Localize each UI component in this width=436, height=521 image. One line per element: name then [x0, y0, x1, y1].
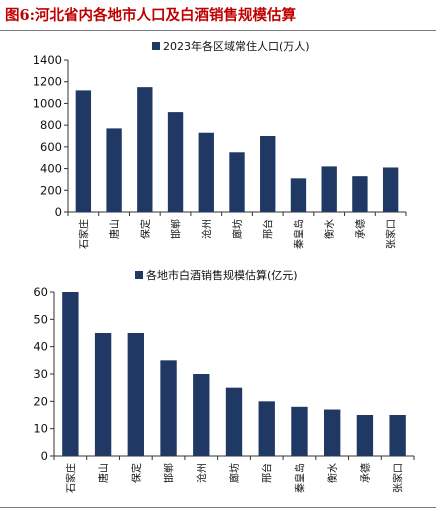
bar-8 [291, 406, 308, 456]
category-label: 沧州 [195, 463, 208, 483]
bar-9 [324, 409, 341, 456]
category-label: 邢台 [261, 463, 274, 483]
y-tick-label: 60 [33, 285, 48, 299]
category-label: 保定 [139, 219, 152, 239]
category-label: 秦皇岛 [292, 219, 305, 249]
category-label: 邯郸 [170, 219, 183, 239]
bar-10 [352, 176, 368, 212]
liquor-sales-chart: 各地市白酒销售规模估算(亿元) 0 10 20 30 40 50 60 石家庄 唐山 保定 邯郸 沧州廊… [33, 268, 415, 493]
legend-swatch [135, 271, 143, 279]
bar-4 [160, 360, 177, 456]
category-label: 沧州 [200, 219, 213, 239]
bar-1 [75, 90, 92, 212]
y-tick-label: 600 [40, 140, 62, 154]
bar-9 [321, 166, 337, 212]
y-tick-label: 200 [40, 183, 62, 197]
y-tick-label: 1000 [33, 96, 62, 110]
category-label: 保定 [130, 463, 143, 483]
bar-6 [229, 152, 245, 212]
bottom-rule [0, 507, 436, 508]
y-tick-label: 800 [40, 118, 62, 132]
category-label: 承德 [359, 463, 372, 483]
category-label: 邯郸 [163, 463, 176, 483]
bar-4 [167, 112, 184, 212]
bar-1 [62, 292, 79, 456]
source-note [5, 509, 431, 521]
bar-11 [389, 415, 406, 456]
category-label: 张家口 [392, 463, 405, 493]
category-label: 石家庄 [77, 219, 90, 249]
y-tick-label: 10 [33, 422, 48, 436]
bar-6 [225, 387, 243, 456]
population-chart: 2023年各区域常住人口(万人) 0 200 400 600 800 1000 1200 140… [33, 39, 407, 249]
y-tick-label: 40 [33, 340, 48, 354]
figure-title: 图6:河北省内各地市人口及白酒销售规模估算 [5, 7, 296, 24]
legend-swatch [152, 42, 160, 50]
bar-8 [290, 178, 307, 212]
bar-2 [106, 128, 122, 212]
y-tick-label: 30 [33, 367, 48, 381]
y-tick-label: 50 [33, 312, 48, 326]
category-label: 唐山 [108, 219, 121, 239]
bar-5 [198, 132, 214, 212]
bar-11 [382, 167, 399, 212]
legend-label: 2023年各区域常住人口(万人) [163, 39, 310, 53]
category-label: 衡水 [327, 463, 339, 483]
category-label: 承德 [354, 219, 367, 239]
bar-2 [94, 333, 112, 456]
category-label: 唐山 [97, 463, 110, 483]
category-label: 秦皇岛 [293, 463, 306, 493]
y-tick-label: 20 [33, 394, 48, 408]
y-tick-label: 0 [41, 449, 48, 463]
top-rule [0, 30, 436, 31]
bar-5 [193, 374, 210, 456]
y-tick-label: 400 [40, 162, 62, 176]
y-tick-label: 1200 [33, 75, 62, 89]
category-label: 邢台 [262, 219, 275, 239]
category-label: 廊坊 [228, 463, 241, 483]
bar-3 [127, 333, 144, 456]
bar-3 [137, 87, 153, 212]
category-label: 石家庄 [64, 463, 77, 493]
y-tick-label: 1400 [33, 53, 62, 67]
category-label: 张家口 [385, 219, 398, 249]
bar-7 [260, 136, 276, 212]
y-tick-label: 0 [55, 205, 62, 219]
bar-10 [356, 415, 374, 456]
category-label: 廊坊 [231, 219, 244, 239]
legend-label: 各地市白酒销售规模估算(亿元) [146, 268, 298, 282]
category-label: 衡水 [324, 219, 336, 239]
bar-7 [258, 401, 275, 456]
